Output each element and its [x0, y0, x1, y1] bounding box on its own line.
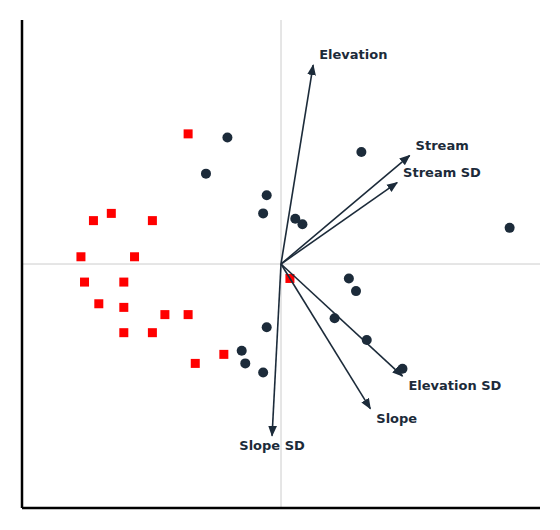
loading-arrow	[281, 156, 410, 264]
point	[330, 313, 340, 323]
arrow-label: Elevation	[319, 47, 387, 62]
point	[505, 223, 515, 233]
arrow-label: Slope SD	[239, 438, 305, 453]
series-square	[76, 129, 294, 368]
y-axis-line	[21, 20, 24, 508]
arrow-label: Stream SD	[403, 165, 481, 180]
loading-arrow	[281, 264, 402, 376]
point	[184, 310, 193, 319]
point	[222, 132, 232, 142]
point	[119, 278, 128, 287]
point	[258, 208, 268, 218]
point	[107, 209, 116, 218]
chart: Elevation Stream Stream SD Elevation SD Slop…	[0, 0, 560, 530]
point	[258, 367, 268, 377]
point	[219, 350, 228, 359]
point	[201, 169, 211, 179]
loading-arrow	[281, 183, 397, 264]
point	[80, 278, 89, 287]
arrow-label: Stream	[416, 138, 469, 153]
loading-arrow	[281, 65, 313, 264]
point	[94, 299, 103, 308]
point	[262, 322, 272, 332]
point	[76, 252, 85, 261]
point	[191, 359, 200, 368]
point	[344, 273, 354, 283]
plot-area	[76, 65, 514, 436]
arrow-label: Elevation SD	[408, 378, 501, 393]
point	[351, 286, 361, 296]
point	[148, 216, 157, 225]
point	[148, 328, 157, 337]
x-axis-line	[22, 507, 540, 510]
point	[119, 303, 128, 312]
arrow-label: Slope	[376, 411, 417, 426]
point	[130, 252, 139, 261]
point	[89, 216, 98, 225]
point	[119, 328, 128, 337]
arrow-labels: Elevation Stream Stream SD Elevation SD Slop…	[239, 47, 501, 453]
point	[262, 190, 272, 200]
point	[237, 346, 247, 356]
series-circle	[201, 132, 515, 377]
point	[356, 147, 366, 157]
point	[240, 358, 250, 368]
loading-arrow	[281, 264, 370, 409]
point	[160, 310, 169, 319]
point	[184, 129, 193, 138]
point	[297, 219, 307, 229]
loading-arrow	[272, 264, 281, 436]
arrows	[272, 65, 410, 436]
